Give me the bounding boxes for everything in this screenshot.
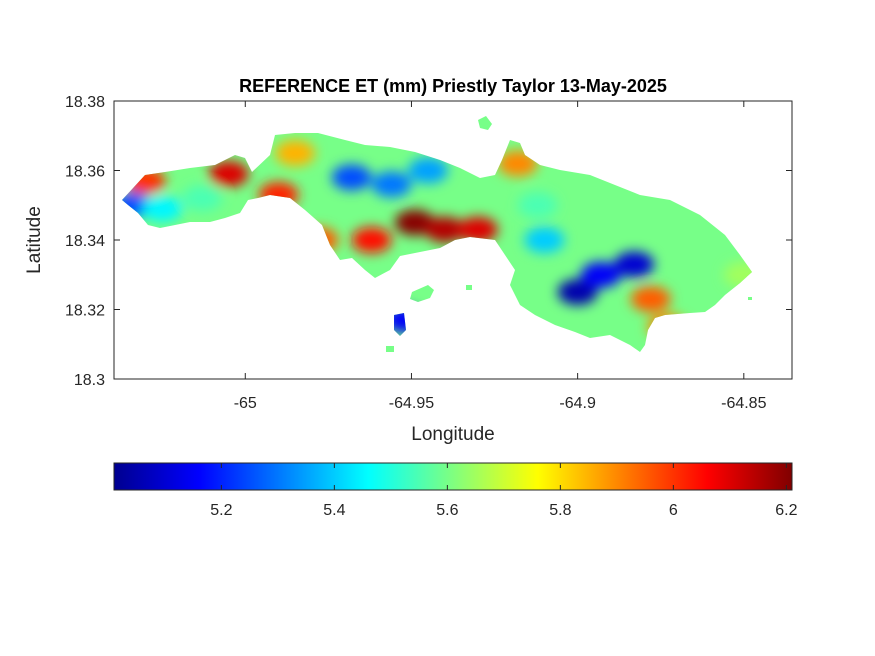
heatmap-cell	[424, 216, 465, 243]
heatmap-cell	[723, 261, 752, 288]
heatmap-cell	[371, 171, 412, 198]
heatmap-cell	[517, 192, 558, 219]
y-tick-label: 18.32	[65, 303, 105, 320]
y-tick-label: 18.38	[65, 94, 105, 111]
heatmap-cell	[580, 261, 621, 288]
colorbar-tick-label: 6	[669, 502, 678, 519]
x-tick-label: -65	[234, 395, 257, 412]
y-tick-label: 18.36	[65, 164, 105, 181]
heatmap-cell	[614, 251, 655, 278]
chart-title: REFERENCE ET (mm) Priestly Taylor 13-May…	[239, 76, 667, 96]
heatmap-cell	[457, 216, 498, 243]
heatmap-cell	[524, 227, 565, 253]
colorbar-ticks: 5.2 5.4 5.6 5.8 6 6.2	[210, 463, 798, 519]
heatmap-cell	[331, 164, 372, 191]
heatmap-cell	[557, 279, 598, 306]
x-tick-label: -64.9	[559, 395, 596, 412]
colorbar-tick-label: 5.2	[210, 502, 232, 519]
colorbar-tick-label: 5.4	[323, 502, 345, 519]
heatmap-cell	[208, 160, 249, 187]
heatmap-cell	[408, 157, 449, 184]
y-axis-label: Latitude	[24, 206, 45, 274]
heatmap-cell	[275, 140, 316, 167]
y-tick-label: 18.3	[74, 372, 105, 389]
heatmap-cell	[142, 195, 183, 222]
heatmap-cell	[497, 150, 538, 177]
y-tick-label: 18.34	[65, 233, 105, 250]
x-tick-label: -64.85	[721, 395, 766, 412]
x-ticks: -65 -64.95 -64.9 -64.85	[234, 101, 767, 412]
x-tick-label: -64.95	[389, 395, 434, 412]
colorbar	[113, 462, 793, 491]
colorbar-tick-label: 5.6	[436, 502, 458, 519]
colorbar-tick-label: 6.2	[775, 502, 797, 519]
colorbar-tick-label: 5.8	[549, 502, 571, 519]
x-axis-label: Longitude	[411, 424, 494, 445]
y-ticks: 18.3 18.32 18.34 18.36 18.38	[65, 94, 792, 389]
heatmap-cell	[351, 227, 392, 253]
heatmap-cell	[630, 286, 671, 313]
heatmap-cell	[182, 185, 223, 212]
